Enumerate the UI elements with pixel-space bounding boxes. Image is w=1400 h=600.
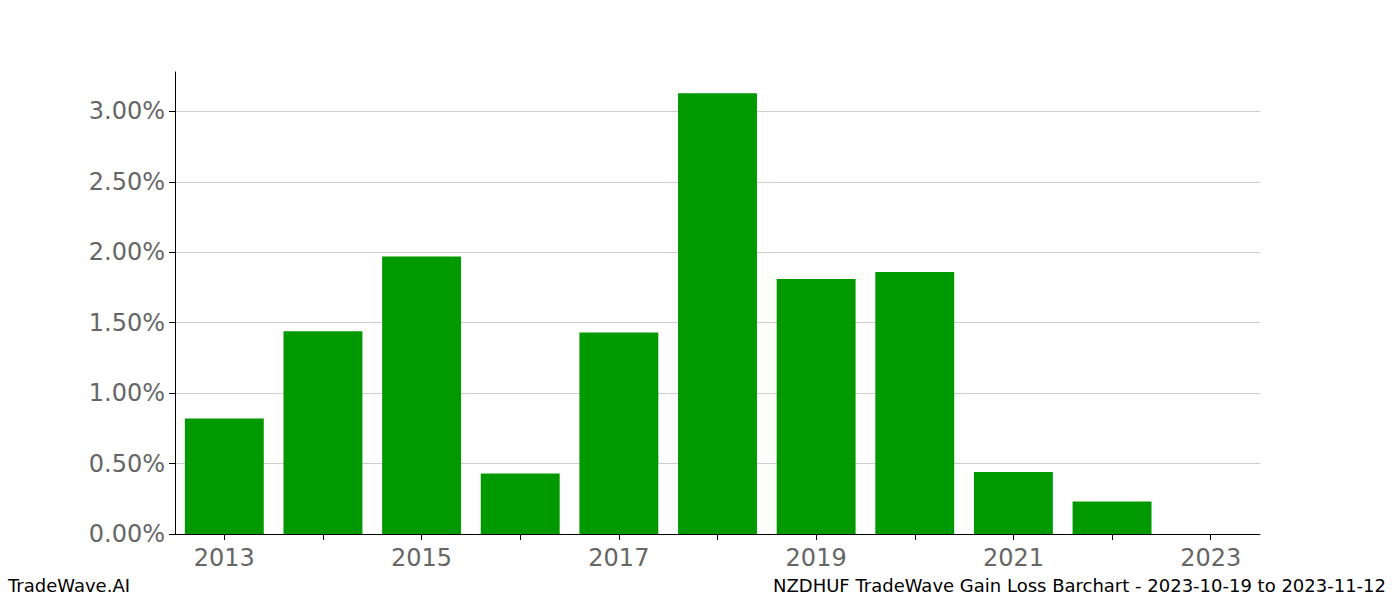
- svg-text:2019: 2019: [786, 544, 847, 572]
- svg-text:2017: 2017: [588, 544, 649, 572]
- svg-text:2015: 2015: [391, 544, 452, 572]
- svg-text:2.00%: 2.00%: [89, 238, 165, 266]
- svg-text:2.50%: 2.50%: [89, 168, 165, 196]
- svg-text:NZDHUF TradeWave Gain Loss Bar: NZDHUF TradeWave Gain Loss Barchart - 20…: [773, 575, 1386, 596]
- svg-text:0.00%: 0.00%: [89, 520, 165, 548]
- svg-text:2013: 2013: [194, 544, 255, 572]
- svg-text:0.50%: 0.50%: [89, 450, 165, 478]
- svg-text:2021: 2021: [983, 544, 1044, 572]
- svg-text:TradeWave.AI: TradeWave.AI: [7, 575, 130, 596]
- svg-text:1.00%: 1.00%: [89, 379, 165, 407]
- svg-text:3.00%: 3.00%: [89, 97, 165, 125]
- svg-text:2023: 2023: [1180, 544, 1241, 572]
- svg-text:1.50%: 1.50%: [89, 309, 165, 337]
